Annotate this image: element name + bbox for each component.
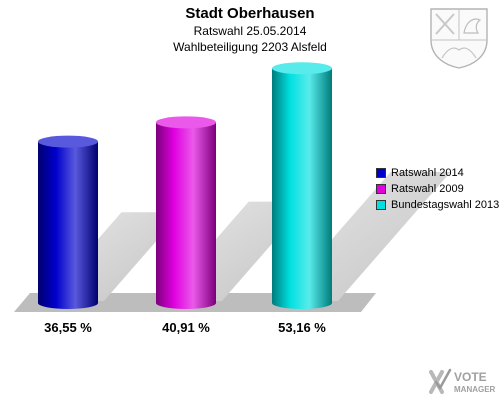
chart-subtitle-2: Wahlbeteiligung 2203 Alsfeld	[173, 40, 327, 54]
legend-label: Bundestagswahl 2013	[391, 199, 500, 211]
bar-value-label: 40,91 %	[162, 320, 210, 335]
bar-top	[156, 116, 216, 129]
bar-body	[38, 141, 98, 309]
legend-swatch	[376, 200, 386, 210]
legend: Ratswahl 2014 Ratswahl 2009 Bundestagswa…	[376, 165, 499, 213]
bars-group: 36,55 % 40,91 % 53,16 %	[38, 62, 451, 335]
bar-top	[272, 62, 332, 75]
coat-of-arms-icon	[430, 8, 488, 69]
brand-line-2: MANAGER	[454, 385, 496, 394]
chart-header: Stadt Oberhausen Ratswahl 25.05.2014 Wah…	[0, 4, 500, 55]
legend-swatch	[376, 168, 386, 178]
legend-label: Ratswahl 2009	[391, 183, 464, 195]
bar-value-label: 53,16 %	[278, 320, 326, 335]
legend-item-ratswahl-2009: Ratswahl 2009	[376, 181, 499, 197]
legend-item-bundestagswahl-2013: Bundestagswahl 2013	[376, 197, 499, 213]
chart-title: Stadt Oberhausen	[185, 5, 315, 22]
bar-body	[272, 68, 332, 309]
brand-line-1: VOTE	[454, 370, 487, 384]
vote-manager-logo-icon: VOTE MANAGER	[429, 368, 496, 394]
legend-swatch	[376, 184, 386, 194]
chart-subtitle-1: Ratswahl 25.05.2014	[193, 24, 307, 38]
bar-body	[156, 122, 216, 310]
legend-label: Ratswahl 2014	[391, 167, 464, 179]
bar-value-label: 36,55 %	[44, 320, 92, 335]
bar-top	[38, 135, 98, 148]
legend-item-ratswahl-2014: Ratswahl 2014	[376, 165, 499, 181]
